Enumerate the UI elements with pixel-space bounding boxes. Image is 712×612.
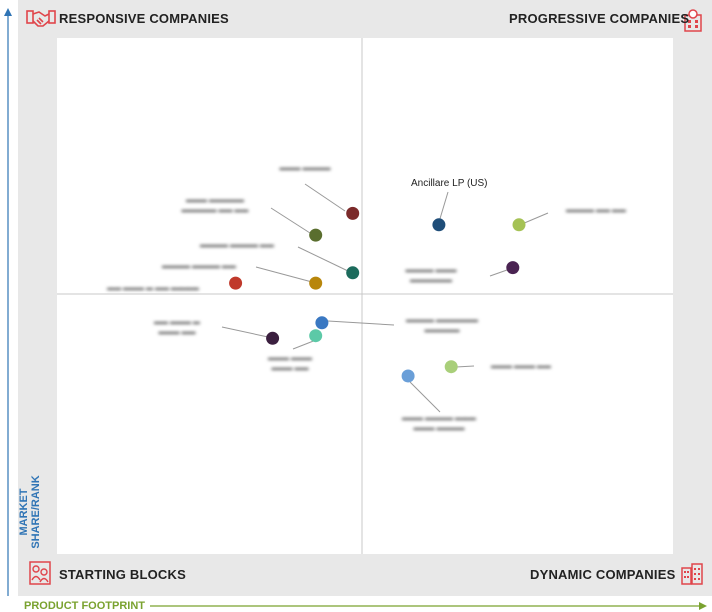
- data-point[interactable]: [346, 266, 360, 280]
- plot-area: [57, 38, 673, 554]
- data-point[interactable]: [506, 261, 520, 275]
- blurred-label: ▬▬▬ ▬▬▬▬ ▬▬▬ ▬▬▬ ▬▬▬▬: [402, 415, 476, 432]
- blurred-label: ▬▬▬▬ ▬▬▬ ▬▬▬▬▬▬: [405, 267, 457, 284]
- data-point[interactable]: [315, 316, 329, 330]
- data-point[interactable]: [444, 360, 458, 374]
- data-point[interactable]: [309, 228, 323, 242]
- quadrant-dynamic-label: DYNAMIC COMPANIES: [530, 567, 676, 582]
- blurred-label: ▬▬ ▬▬▬ ▬ ▬▬ ▬▬▬▬: [107, 285, 199, 292]
- quadrant-responsive-label: RESPONSIVE COMPANIES: [59, 11, 229, 26]
- data-point[interactable]: [266, 331, 280, 345]
- company-label: Ancillare LP (US): [411, 178, 488, 189]
- blurred-label: ▬▬▬ ▬▬▬▬: [279, 165, 331, 172]
- people-icon: [29, 561, 51, 585]
- blurred-label: ▬▬ ▬▬▬ ▬ ▬▬▬ ▬▬: [154, 319, 200, 336]
- quadrant-starting-label: STARTING BLOCKS: [59, 567, 186, 582]
- y-axis-arrowhead: [4, 8, 12, 16]
- quadrant-progressive-label: PROGRESSIVE COMPANIES: [509, 11, 690, 26]
- blurred-label: ▬▬▬ ▬▬▬▬▬ ▬▬▬▬▬ ▬▬ ▬▬: [181, 197, 249, 214]
- blurred-label: ▬▬▬ ▬▬▬ ▬▬▬ ▬▬: [268, 355, 312, 372]
- building-icon: [684, 9, 702, 32]
- blurred-label: ▬▬▬▬ ▬▬▬▬ ▬▬: [162, 263, 236, 270]
- data-point[interactable]: [401, 369, 415, 383]
- data-point[interactable]: [512, 218, 526, 232]
- blurred-label: ▬▬▬▬ ▬▬▬▬ ▬▬: [200, 242, 274, 249]
- city-icon: [681, 563, 703, 585]
- blurred-label: ▬▬▬ ▬▬▬ ▬▬: [491, 363, 551, 370]
- data-point[interactable]: [432, 218, 446, 232]
- x-axis-arrowhead: [699, 602, 707, 610]
- blurred-label: ▬▬▬▬ ▬▬ ▬▬: [566, 207, 626, 214]
- data-point[interactable]: [229, 276, 243, 290]
- blurred-label: ▬▬▬▬ ▬▬▬▬▬▬ ▬▬▬▬▬: [406, 317, 478, 334]
- handshake-icon: [26, 10, 56, 27]
- x-axis-label: PRODUCT FOOTPRINT: [24, 600, 145, 612]
- data-point[interactable]: [309, 276, 323, 290]
- data-point[interactable]: [309, 329, 323, 343]
- data-point[interactable]: [346, 206, 360, 220]
